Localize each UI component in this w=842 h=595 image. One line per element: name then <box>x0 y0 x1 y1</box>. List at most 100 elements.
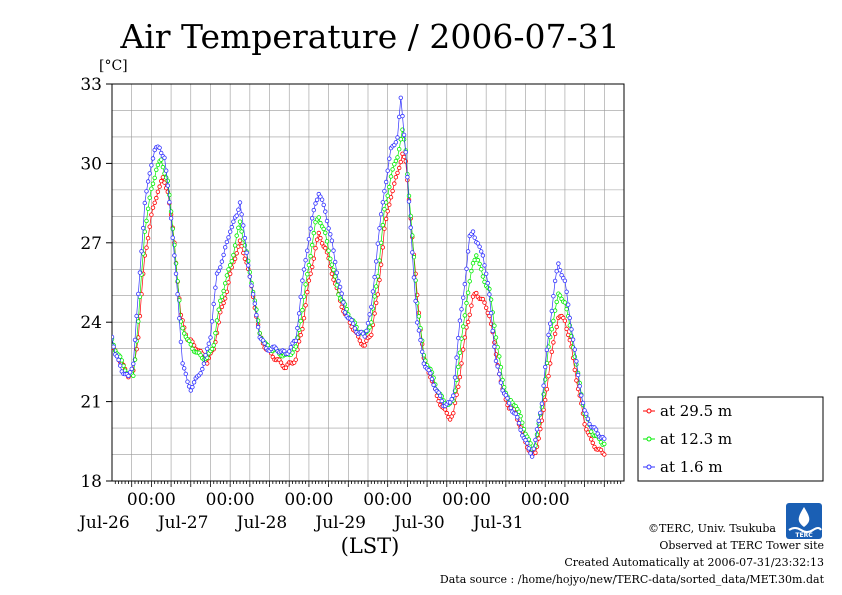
data-point <box>173 271 179 276</box>
data-point <box>112 344 116 349</box>
data-point <box>144 189 149 194</box>
data-point <box>490 328 495 334</box>
data-point <box>457 374 463 380</box>
data-point <box>582 408 587 413</box>
data-point <box>131 361 136 366</box>
data-point <box>387 156 392 161</box>
data-point <box>380 222 385 228</box>
data-point <box>516 420 522 426</box>
data-point <box>451 393 456 398</box>
data-point <box>241 223 246 228</box>
data-point <box>470 261 476 266</box>
data-point <box>208 335 213 340</box>
data-point <box>127 370 133 375</box>
data-point <box>493 352 499 357</box>
data-point <box>495 364 500 369</box>
data-point <box>382 188 387 194</box>
data-point <box>239 212 244 217</box>
data-point <box>288 345 294 350</box>
data-point <box>469 303 474 308</box>
data-point <box>300 278 305 283</box>
data-point <box>222 245 228 250</box>
data-point <box>168 209 174 214</box>
data-point <box>227 229 233 234</box>
data-point <box>293 344 298 349</box>
data-point <box>393 174 399 180</box>
footer-data-source: Data source : /home/hojyo/new/TERC-data/… <box>439 573 824 586</box>
data-point <box>456 335 461 341</box>
data-point <box>574 359 579 364</box>
data-point <box>546 374 551 379</box>
data-point <box>224 273 230 278</box>
data-point <box>566 302 571 307</box>
data-point <box>516 409 522 414</box>
data-point <box>229 259 234 264</box>
data-point <box>316 230 321 236</box>
data-point <box>385 168 390 173</box>
data-point <box>114 354 120 359</box>
data-point <box>403 159 408 164</box>
data-point <box>493 358 499 364</box>
data-point <box>234 213 239 218</box>
data-point <box>323 209 328 214</box>
data-point <box>242 235 248 241</box>
data-point <box>331 267 336 273</box>
data-point <box>170 226 175 231</box>
data-point <box>305 272 310 277</box>
data-point <box>498 380 504 385</box>
data-point <box>326 226 331 231</box>
data-point <box>549 308 554 314</box>
day-label: Jul-26 <box>77 513 130 533</box>
data-point <box>513 411 518 416</box>
data-point <box>144 245 149 250</box>
data-point <box>172 253 177 258</box>
data-point <box>469 268 474 274</box>
data-point <box>551 340 556 345</box>
data-point <box>397 146 402 152</box>
data-point <box>152 175 157 181</box>
data-point <box>551 294 556 299</box>
data-point <box>287 349 292 354</box>
data-point <box>544 347 550 353</box>
legend-label: at 29.5 m <box>660 402 732 420</box>
data-point <box>136 319 141 324</box>
data-point <box>180 361 185 366</box>
day-label: Jul-30 <box>392 513 445 533</box>
terc-logo-text: TERC <box>795 532 813 539</box>
data-point <box>382 206 387 212</box>
data-point <box>244 250 249 255</box>
data-point <box>185 379 190 384</box>
data-point <box>262 341 267 346</box>
series-line <box>112 97 605 458</box>
data-point <box>175 292 180 297</box>
data-point <box>239 229 244 234</box>
data-point <box>234 233 239 238</box>
footer-created: Created Automatically at 2006-07-31/23:3… <box>564 556 824 569</box>
data-point <box>136 291 141 297</box>
data-point <box>569 327 574 332</box>
data-point <box>415 292 420 298</box>
data-point <box>149 212 154 217</box>
data-point <box>454 355 459 360</box>
series-group <box>112 95 607 459</box>
data-point <box>310 216 315 221</box>
data-point <box>298 318 303 324</box>
data-point <box>324 239 330 244</box>
data-point <box>484 305 489 310</box>
data-point <box>420 349 425 354</box>
legend-label: at 12.3 m <box>660 430 732 448</box>
data-point <box>213 330 218 336</box>
data-point <box>452 375 458 380</box>
data-point <box>222 296 228 301</box>
data-point <box>329 271 335 276</box>
data-point <box>557 268 563 273</box>
data-point <box>465 249 471 254</box>
data-point <box>144 218 149 224</box>
data-point <box>326 248 331 253</box>
data-point <box>162 180 167 185</box>
data-point <box>590 440 595 446</box>
legend-swatch-marker <box>646 408 652 414</box>
data-point <box>416 314 422 319</box>
data-point <box>254 312 259 318</box>
data-point <box>190 384 195 390</box>
